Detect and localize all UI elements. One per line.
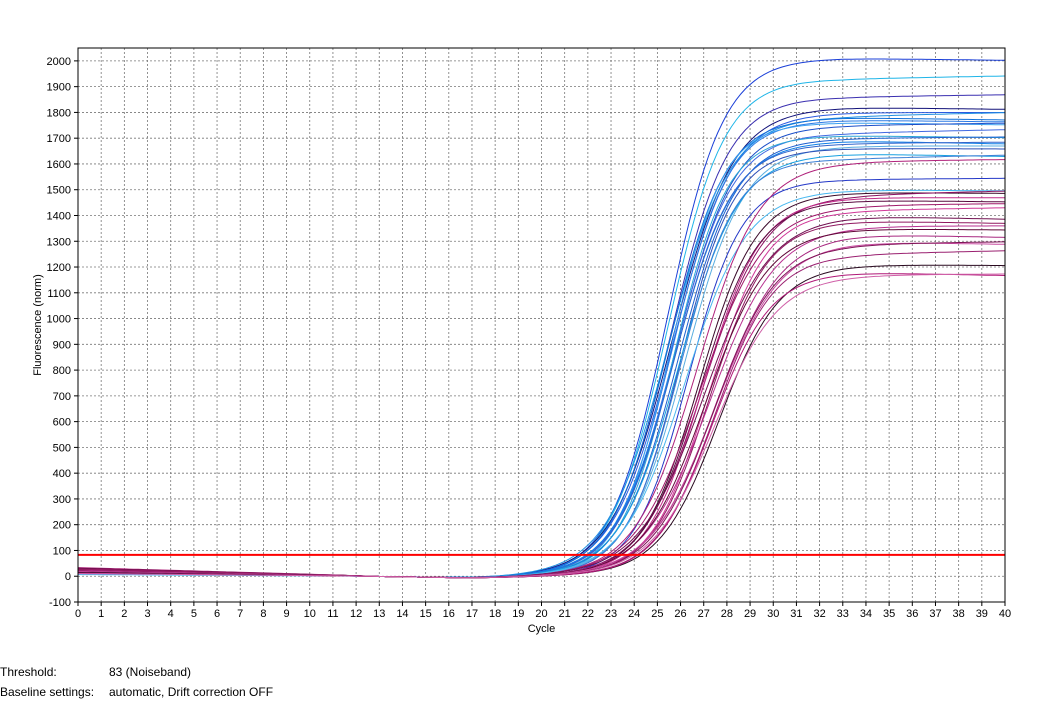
x-tick-label: 21 [559, 608, 571, 620]
x-tick-label: 35 [883, 608, 895, 620]
x-tick-label: 10 [304, 608, 316, 620]
y-tick-label: 1300 [47, 236, 71, 248]
x-tick-label: 5 [191, 608, 197, 620]
y-tick-label: 1800 [47, 107, 71, 119]
x-tick-label: 30 [767, 608, 779, 620]
y-tick-label: 2000 [47, 56, 71, 68]
y-tick-label: 700 [53, 391, 71, 403]
y-tick-label: 500 [53, 442, 71, 454]
baseline-label: Baseline settings: [0, 685, 95, 699]
x-tick-label: 37 [929, 608, 941, 620]
x-tick-label: 20 [535, 608, 547, 620]
x-tick-label: 34 [860, 608, 872, 620]
x-tick-label: 18 [489, 608, 501, 620]
x-tick-label: 13 [373, 608, 385, 620]
y-tick-label: 1100 [47, 288, 71, 300]
y-tick-label: 200 [53, 520, 71, 532]
y-tick-label: 0 [65, 571, 71, 583]
y-tick-label: 800 [53, 365, 71, 377]
x-tick-label: 33 [837, 608, 849, 620]
x-tick-label: 6 [214, 608, 220, 620]
threshold-value: 83 (Noiseband) [109, 665, 192, 679]
x-tick-label: 19 [512, 608, 524, 620]
amplification-curve [78, 273, 1005, 579]
x-tick-label: 16 [443, 608, 455, 620]
x-tick-label: 9 [284, 608, 290, 620]
x-tick-label: 22 [582, 608, 594, 620]
x-tick-label: 32 [813, 608, 825, 620]
y-tick-label: 400 [53, 468, 71, 480]
amplification-curve [77, 107, 1005, 578]
curves-layer [77, 58, 1006, 579]
amplification-curve [78, 235, 1006, 579]
y-tick-label: 1200 [47, 262, 71, 274]
grid-lines [78, 48, 1005, 603]
y-tick-label: -100 [49, 597, 71, 609]
x-tick-label: 11 [327, 608, 338, 620]
y-tick-label: 100 [53, 545, 71, 557]
x-tick-label: 1 [98, 608, 104, 620]
x-tick-label: 40 [999, 608, 1011, 620]
axis-ticks: 0 1 2 3 4 5 6 7 8 9 10 11 12 13 14 15 16 17 18 19 20 21 22 23 24… [47, 56, 1012, 620]
x-tick-label: 26 [674, 608, 686, 620]
y-tick-label: 900 [53, 339, 71, 351]
threshold-label: Threshold: [0, 665, 57, 679]
y-tick-label: 300 [53, 494, 71, 506]
x-tick-label: 17 [466, 608, 478, 620]
y-tick-label: 1900 [47, 82, 71, 94]
x-tick-label: 12 [350, 608, 362, 620]
x-tick-label: 24 [628, 608, 640, 620]
x-tick-label: 27 [698, 608, 710, 620]
x-axis-label: Cycle [528, 623, 556, 635]
x-tick-label: 38 [953, 608, 965, 620]
x-tick-label: 23 [605, 608, 617, 620]
x-tick-label: 3 [144, 608, 150, 620]
y-tick-label: 1400 [47, 210, 71, 222]
amplification-curve [77, 75, 1006, 578]
x-tick-label: 4 [168, 608, 174, 620]
y-tick-label: 1600 [47, 159, 71, 171]
x-tick-label: 14 [396, 608, 408, 620]
x-tick-label: 2 [121, 608, 127, 620]
x-tick-label: 31 [790, 608, 802, 620]
y-tick-label: 1000 [47, 314, 71, 326]
y-tick-label: 600 [53, 417, 71, 429]
x-tick-label: 25 [651, 608, 663, 620]
x-tick-label: 7 [237, 608, 243, 620]
x-tick-label: 28 [721, 608, 733, 620]
baseline-value: automatic, Drift correction OFF [109, 685, 274, 699]
y-tick-label: 1700 [47, 133, 71, 145]
x-tick-label: 0 [75, 608, 81, 620]
y-tick-label: 1500 [47, 185, 71, 197]
y-axis-label: Fluorescence (norm) [32, 274, 44, 375]
x-tick-label: 15 [420, 608, 432, 620]
x-tick-label: 29 [744, 608, 756, 620]
amplification-chart: 0 1 2 3 4 5 6 7 8 9 10 11 12 13 14 15 16 17 18 19 20 21 22 23 24… [32, 47, 1012, 635]
x-tick-label: 36 [906, 608, 918, 620]
x-tick-label: 8 [260, 608, 266, 620]
x-tick-label: 39 [976, 608, 988, 620]
